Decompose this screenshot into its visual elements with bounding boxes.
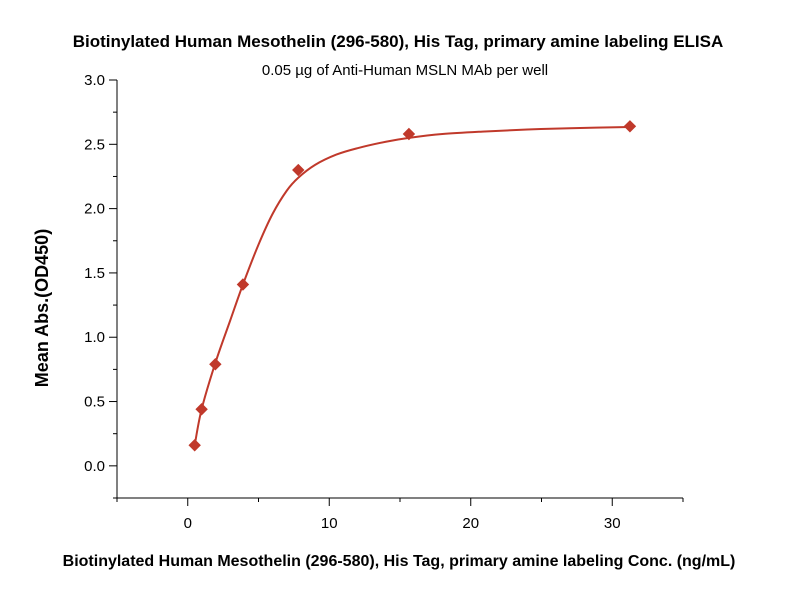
data-point	[623, 120, 637, 133]
data-point	[236, 278, 250, 291]
x-axis-ticks: 0 10 20 30	[116, 498, 684, 532]
y-tick-label: 3.0	[84, 72, 105, 89]
y-tick-label: 2.0	[84, 201, 105, 218]
y-tick-label: 1.5	[84, 265, 105, 282]
fit-curve	[193, 125, 630, 446]
y-tick-label: 2.5	[84, 136, 105, 153]
x-axis-title: Biotinylated Human Mesothelin (296-580),…	[63, 553, 736, 570]
chart-title: Biotinylated Human Mesothelin (296-580),…	[73, 32, 724, 51]
x-tick-label: 30	[604, 515, 621, 532]
data-point	[188, 439, 201, 452]
data-point	[292, 163, 305, 177]
y-tick-label: 0.0	[84, 458, 105, 475]
x-tick-label: 10	[321, 515, 338, 532]
y-tick-label: 1.0	[84, 329, 105, 346]
data-points	[188, 120, 637, 452]
data-point	[195, 403, 208, 416]
data-point	[402, 127, 416, 141]
x-tick-label: 0	[184, 515, 192, 532]
chart-subtitle: 0.05 µg of Anti-Human MSLN MAb per well	[262, 62, 548, 79]
y-axis-ticks: 0.0 0.5 1.0 1.5 2.0 2.5 3.0	[84, 72, 117, 499]
y-axis-title: Mean Abs.(OD450)	[32, 229, 52, 387]
data-point	[209, 358, 222, 371]
x-tick-label: 20	[462, 515, 479, 532]
y-tick-label: 0.5	[84, 394, 105, 411]
axes	[116, 80, 683, 499]
